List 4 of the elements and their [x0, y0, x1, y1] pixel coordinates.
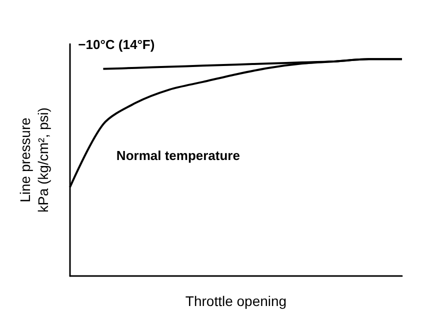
y-axis-title: Line pressure kPa (kg/cm², psi)	[17, 107, 51, 213]
series-label: Normal temperature	[116, 148, 240, 164]
series-label: −10°C (14°F)	[78, 36, 155, 52]
x-axis-title: Throttle opening	[185, 293, 287, 309]
